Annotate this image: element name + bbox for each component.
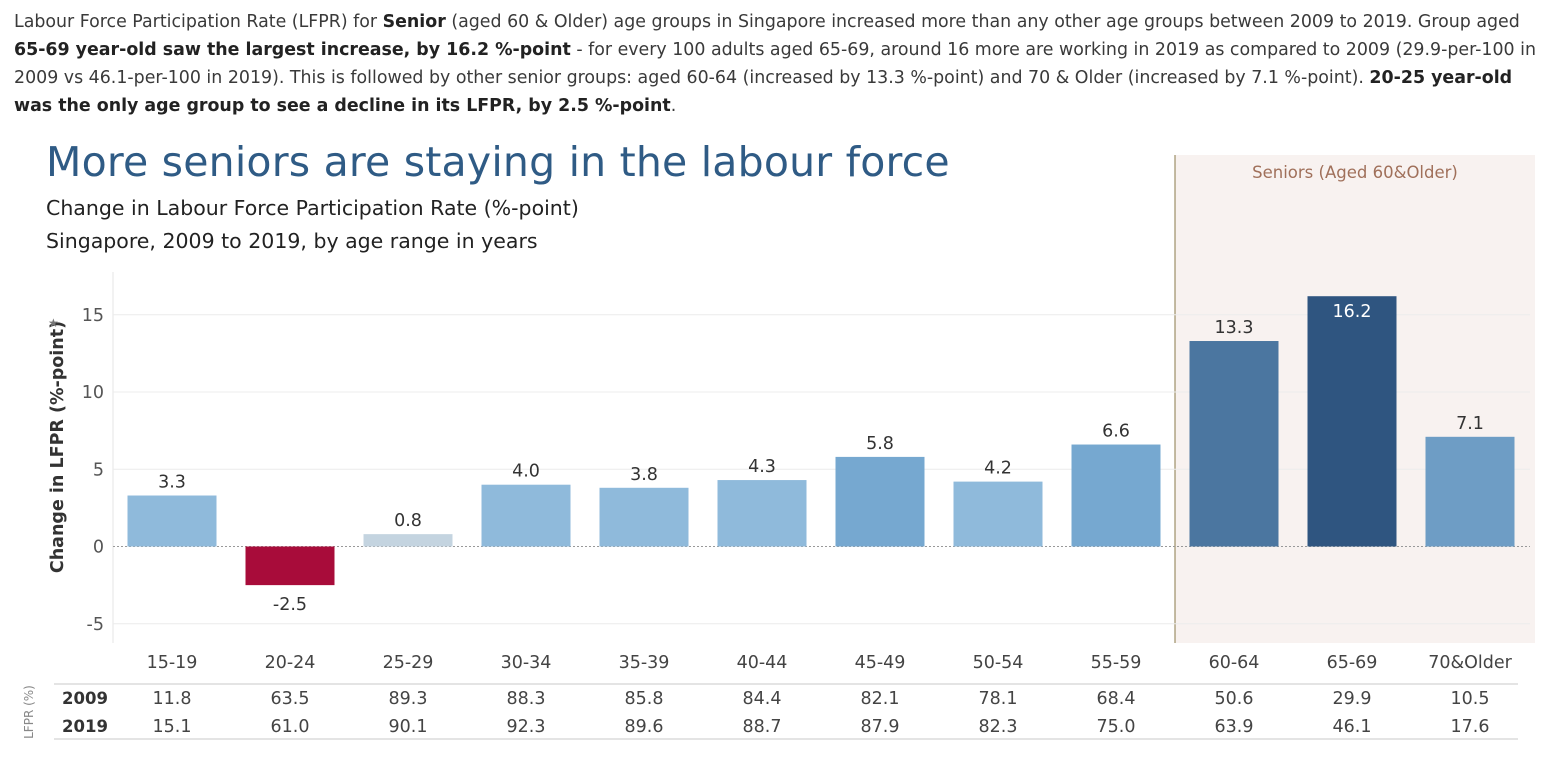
bar: [1307, 296, 1397, 547]
data-label: 7.1: [1456, 414, 1484, 434]
y-tick-label: 15: [82, 306, 104, 326]
bar: [835, 456, 925, 547]
table-cell: 75.0: [1097, 717, 1136, 737]
data-label: 3.3: [158, 473, 186, 493]
x-tick-label: 50-54: [973, 653, 1024, 673]
y-axis-label: Change in LFPR (%-point): [48, 320, 68, 574]
bar: [363, 534, 453, 547]
intro-bold-1: Senior: [382, 12, 446, 32]
table-cell: 68.4: [1097, 689, 1136, 709]
chart-title: More seniors are staying in the labour f…: [46, 138, 950, 186]
table-cell: 50.6: [1215, 689, 1254, 709]
bar: [245, 546, 335, 586]
bar: [1189, 341, 1279, 547]
table-cell: 89.3: [389, 689, 428, 709]
x-tick-label: 25-29: [383, 653, 434, 673]
data-label: 5.8: [866, 434, 894, 454]
table-cell: 82.1: [861, 689, 900, 709]
intro-part-2: (aged 60 & Older) age groups in Singapor…: [445, 12, 1520, 32]
y-tick-label: 0: [93, 538, 104, 558]
x-tick-label: 35-39: [619, 653, 670, 673]
bar: [127, 495, 217, 547]
table-cell: 87.9: [861, 717, 900, 737]
y-tick-label: -5: [87, 615, 104, 635]
y-tick-label: 10: [82, 383, 104, 403]
data-label: 3.8: [630, 465, 658, 485]
intro-part-3: - for every 100 adults aged 65-69, aroun…: [14, 40, 1536, 88]
data-label: 4.2: [984, 459, 1012, 479]
intro-part-1: Labour Force Participation Rate (LFPR) f…: [14, 12, 383, 32]
table-cell: 89.6: [625, 717, 664, 737]
seniors-highlight-label: Seniors (Aged 60&Older): [1252, 163, 1458, 182]
x-tick-label: 60-64: [1209, 653, 1260, 673]
table-cell: 78.1: [979, 689, 1018, 709]
table-cell: 15.1: [153, 717, 192, 737]
x-tick-label: 15-19: [147, 653, 198, 673]
table-cell: 61.0: [271, 717, 310, 737]
bar: [717, 480, 807, 547]
x-tick-label: 40-44: [737, 653, 788, 673]
table-cell: 63.9: [1215, 717, 1254, 737]
table-cell: 88.3: [507, 689, 546, 709]
intro-bold-3: 20-25 year-old was the only age group to…: [14, 68, 1513, 116]
y-tick-label: 5: [93, 460, 104, 480]
data-label: 4.3: [748, 457, 776, 477]
x-tick-label: 45-49: [855, 653, 906, 673]
table-cell: 17.6: [1451, 717, 1490, 737]
data-label: 13.3: [1215, 318, 1254, 338]
table-cell: 92.3: [507, 717, 546, 737]
x-tick-label: 65-69: [1327, 653, 1378, 673]
x-tick-label: 30-34: [501, 653, 552, 673]
table-cell: 29.9: [1333, 689, 1372, 709]
table-cell: 82.3: [979, 717, 1018, 737]
data-label: 4.0: [512, 462, 540, 482]
bar: [1071, 444, 1161, 547]
table-cell: 85.8: [625, 689, 664, 709]
chart-subtitle-1: Change in Labour Force Participation Rat…: [46, 196, 579, 220]
chart-subtitle-2: Singapore, 2009 to 2019, by age range in…: [46, 229, 538, 253]
table-cell: 84.4: [743, 689, 782, 709]
x-tick-label: 70&Older: [1428, 653, 1512, 673]
intro-bold-2: 65-69 year-old saw the largest increase,…: [14, 40, 571, 60]
x-tick-label: 55-59: [1091, 653, 1142, 673]
table-cell: 63.5: [271, 689, 310, 709]
lfpr-table-label: LFPR (%): [22, 685, 36, 739]
bar: [599, 487, 689, 547]
x-tick-label: 20-24: [265, 653, 316, 673]
table-cell: 90.1: [389, 717, 428, 737]
intro-part-4: .: [670, 96, 677, 116]
data-label: 0.8: [394, 511, 422, 531]
table-cell: 88.7: [743, 717, 782, 737]
table-cell: 11.8: [153, 689, 192, 709]
table-cell: 10.5: [1451, 689, 1490, 709]
pin-icon[interactable]: ★: [48, 316, 59, 330]
data-label: 16.2: [1333, 302, 1372, 322]
bar: [1425, 436, 1515, 547]
bar: [953, 481, 1043, 547]
data-label: 6.6: [1102, 422, 1130, 442]
data-label: -2.5: [273, 595, 307, 615]
table-row-label: 2019: [62, 717, 108, 736]
table-cell: 46.1: [1333, 717, 1372, 737]
bar: [481, 484, 571, 547]
table-row-label: 2009: [62, 689, 108, 708]
intro-text: Labour Force Participation Rate (LFPR) f…: [14, 8, 1544, 120]
